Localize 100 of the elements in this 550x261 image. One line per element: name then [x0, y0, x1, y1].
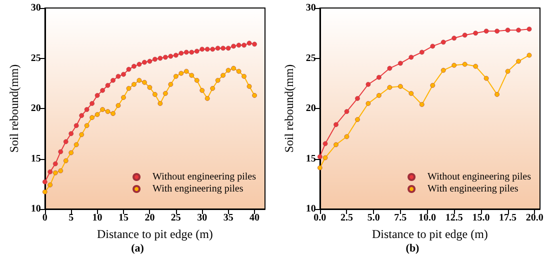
x-axis-title: Distance to pit edge (m)	[372, 226, 488, 241]
point	[132, 82, 136, 87]
point	[152, 56, 158, 62]
point	[526, 52, 532, 58]
point	[116, 74, 121, 79]
point	[126, 66, 132, 72]
point	[231, 44, 236, 49]
point	[79, 132, 84, 138]
point	[121, 95, 126, 100]
point	[90, 115, 94, 120]
point	[58, 149, 64, 154]
point	[355, 117, 360, 122]
point	[440, 40, 446, 45]
point	[484, 28, 489, 34]
point	[236, 42, 242, 48]
point	[440, 68, 446, 73]
point	[242, 42, 246, 48]
point	[226, 46, 231, 51]
point	[63, 139, 68, 144]
point	[194, 48, 200, 54]
legend-label: Without engineering piles	[428, 172, 532, 182]
point	[184, 50, 189, 55]
point	[516, 28, 521, 33]
point	[100, 88, 105, 93]
point	[168, 54, 174, 59]
point	[473, 64, 478, 69]
x-tick-label: 40	[250, 212, 260, 224]
point	[462, 32, 468, 38]
point	[147, 84, 152, 90]
point	[52, 170, 58, 176]
point	[215, 78, 220, 83]
y-tick-label: 10	[30, 204, 41, 214]
point	[318, 165, 322, 170]
point	[84, 107, 90, 112]
point	[516, 58, 521, 64]
point	[366, 82, 371, 87]
x-tick-label: 5.0	[367, 212, 380, 224]
point	[420, 50, 424, 55]
y-tick-label: 10	[306, 204, 316, 214]
point	[246, 84, 252, 89]
point	[189, 72, 194, 78]
point	[110, 111, 116, 116]
point	[74, 123, 79, 128]
x-tick-label: 2.5	[340, 212, 353, 224]
y-tick-label: 25	[306, 52, 316, 64]
point	[42, 179, 48, 184]
x-tick-label: 35	[223, 212, 234, 224]
point	[252, 93, 257, 98]
x-tick-label: 0.0	[314, 212, 326, 224]
x-tick-label: 20	[144, 212, 155, 224]
y-tick-label: 20	[30, 103, 41, 114]
point	[63, 158, 68, 164]
point	[430, 44, 436, 49]
point	[147, 58, 152, 64]
point	[484, 76, 489, 81]
point	[68, 131, 74, 136]
point	[376, 93, 382, 98]
x-tick-label: 10	[92, 212, 102, 224]
point	[231, 66, 236, 71]
point	[90, 101, 94, 106]
point	[204, 46, 210, 52]
point	[158, 56, 163, 61]
point	[94, 93, 100, 98]
point	[42, 190, 48, 194]
point	[215, 46, 220, 51]
point	[204, 96, 210, 101]
x-tick-label: 10.0	[418, 212, 436, 224]
x-tick-label: 25	[170, 212, 181, 224]
point	[116, 103, 121, 108]
y-tick-label: 25	[30, 52, 41, 64]
point	[136, 62, 142, 67]
point	[110, 78, 116, 83]
point	[126, 86, 132, 91]
x-tick-label: 0	[42, 212, 48, 224]
point	[100, 107, 105, 112]
y-tick-label: 15	[306, 153, 316, 164]
point	[387, 84, 392, 90]
point	[94, 112, 100, 117]
point	[163, 91, 168, 96]
x-tick-label: 15.0	[472, 212, 490, 224]
y-tick-label: 20	[306, 103, 316, 114]
x-axis-title: Distance to pit edge (m)	[96, 226, 213, 241]
point	[52, 161, 58, 166]
y-axis-title: Soil rebound(mm)	[7, 64, 21, 153]
point	[473, 30, 478, 36]
point	[174, 74, 178, 79]
point	[168, 82, 174, 87]
point	[158, 101, 163, 106]
point	[121, 72, 126, 77]
text: (a)	[131, 242, 144, 254]
y-axis-title: Soil rebound(mm)	[282, 64, 296, 153]
point	[420, 102, 424, 107]
point	[322, 141, 328, 146]
point	[105, 109, 110, 114]
x-tick-label: 7.5	[394, 212, 407, 224]
point	[194, 78, 200, 83]
point	[152, 92, 158, 97]
point	[408, 91, 414, 96]
point	[344, 109, 350, 114]
point	[136, 78, 142, 83]
